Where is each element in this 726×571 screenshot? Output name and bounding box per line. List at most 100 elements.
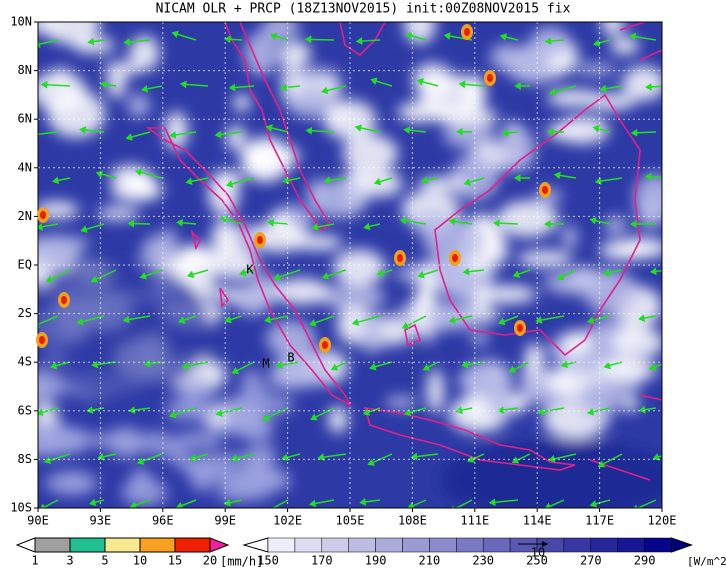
lat-label: EQ [18,258,32,272]
clear-area [38,260,210,400]
lon-label: 96E [152,514,174,528]
cloud [245,142,273,178]
wind-arrow-head [535,316,543,324]
wind-arrow-head [181,362,189,370]
cloud [613,326,662,359]
legend-end [671,537,694,553]
wind-arrow-head [629,220,637,228]
cloud [599,240,648,260]
rain-cell-core [257,236,263,244]
wind-arrow-head [169,131,177,139]
wind-arrow-head [323,176,331,185]
wind-arrow-head [179,80,187,89]
wind-arrow-head [501,129,509,137]
legend-swatch [590,537,618,553]
legend-swatch [139,537,176,553]
legend-label: 250 [526,554,548,568]
wind-arrow-head [168,410,177,419]
indochina [339,22,386,57]
legend-swatch [104,537,141,553]
java [363,407,576,471]
cloud [121,478,168,507]
wind-arrow-head [265,507,267,508]
wind-arrow-head [228,83,236,92]
cloud [38,71,87,111]
wind-arrow-head [305,126,313,135]
wind-arrow-head [560,360,569,369]
wind-arrow-head [630,128,638,137]
cloud [251,221,307,253]
title: NICAM OLR + PRCP (18Z13NOV2015) init:00Z… [156,2,571,17]
lat-label: 8S [18,452,32,466]
rain-cell-core [517,324,523,332]
wind-arrow-head [443,32,451,40]
cloud [266,320,316,357]
wind-arrow-head [176,218,184,227]
cloud [583,269,638,315]
wind-arrow [38,315,59,326]
lat-label: 6S [18,403,32,417]
cloud [475,285,537,304]
wind-arrow-head [461,360,469,369]
cloud [84,433,126,448]
lon-label: 90E [27,514,49,528]
wind-arrow-head [52,176,60,185]
wind-arrow-head [463,178,471,186]
other-islands [589,22,662,481]
wind-arrow-head [462,267,470,276]
rain-cell-core [542,186,548,194]
wind-arrow-head [493,219,500,228]
legend-swatch [34,537,71,553]
cloud [235,414,261,431]
wind-arrow-head [354,124,362,132]
wind-arrow-head [403,126,411,135]
wind-arrow-head [420,176,428,185]
cloud [517,250,573,267]
wind-arrow-head [456,127,463,136]
wind-arrow-head [599,84,607,93]
wind-arrow-head [123,38,131,46]
cloud [226,125,246,151]
rain-cell-core [452,254,458,262]
cloud [358,311,385,354]
wind-arrow-head [376,269,384,277]
wind-arrow-head [592,125,600,133]
rain-cell-core [397,254,403,262]
wind-arrow-head [128,406,136,414]
lon-label: 93E [90,514,112,528]
wind-arrow-head [171,30,179,39]
cloud [342,134,398,174]
cloud [575,63,617,76]
cloud [279,41,311,67]
wind-arrow-head [498,317,506,326]
wind-arrow-head [224,315,232,324]
wind-arrow-head [86,406,94,414]
cloud [561,224,578,250]
wind-arrow-head [508,365,516,373]
wind-arrow-head [652,453,660,461]
cloud [129,35,160,71]
lon-label: 105E [336,514,365,528]
legend-label: 5 [101,554,108,568]
legend-swatch [563,537,592,553]
legend-label: 150 [257,554,279,568]
wind-arrow-head [185,177,193,186]
cloud [604,215,627,236]
borneo [434,93,641,357]
wind-arrow-head [127,219,135,228]
cloud [525,343,544,364]
wind-arrow-head [648,363,657,371]
wind-arrow-head [91,360,99,369]
cloud [280,67,340,81]
wind-arrow-head [592,39,601,47]
cloud [237,386,276,406]
rain-cell-core [40,211,46,219]
wind-arrow-head [125,133,133,141]
wind-arrow-head [367,458,375,466]
wind-arrow-head [363,222,371,231]
wind-arrow-head [321,272,330,280]
cloud [423,218,485,264]
lat-label: 6N [18,112,32,126]
